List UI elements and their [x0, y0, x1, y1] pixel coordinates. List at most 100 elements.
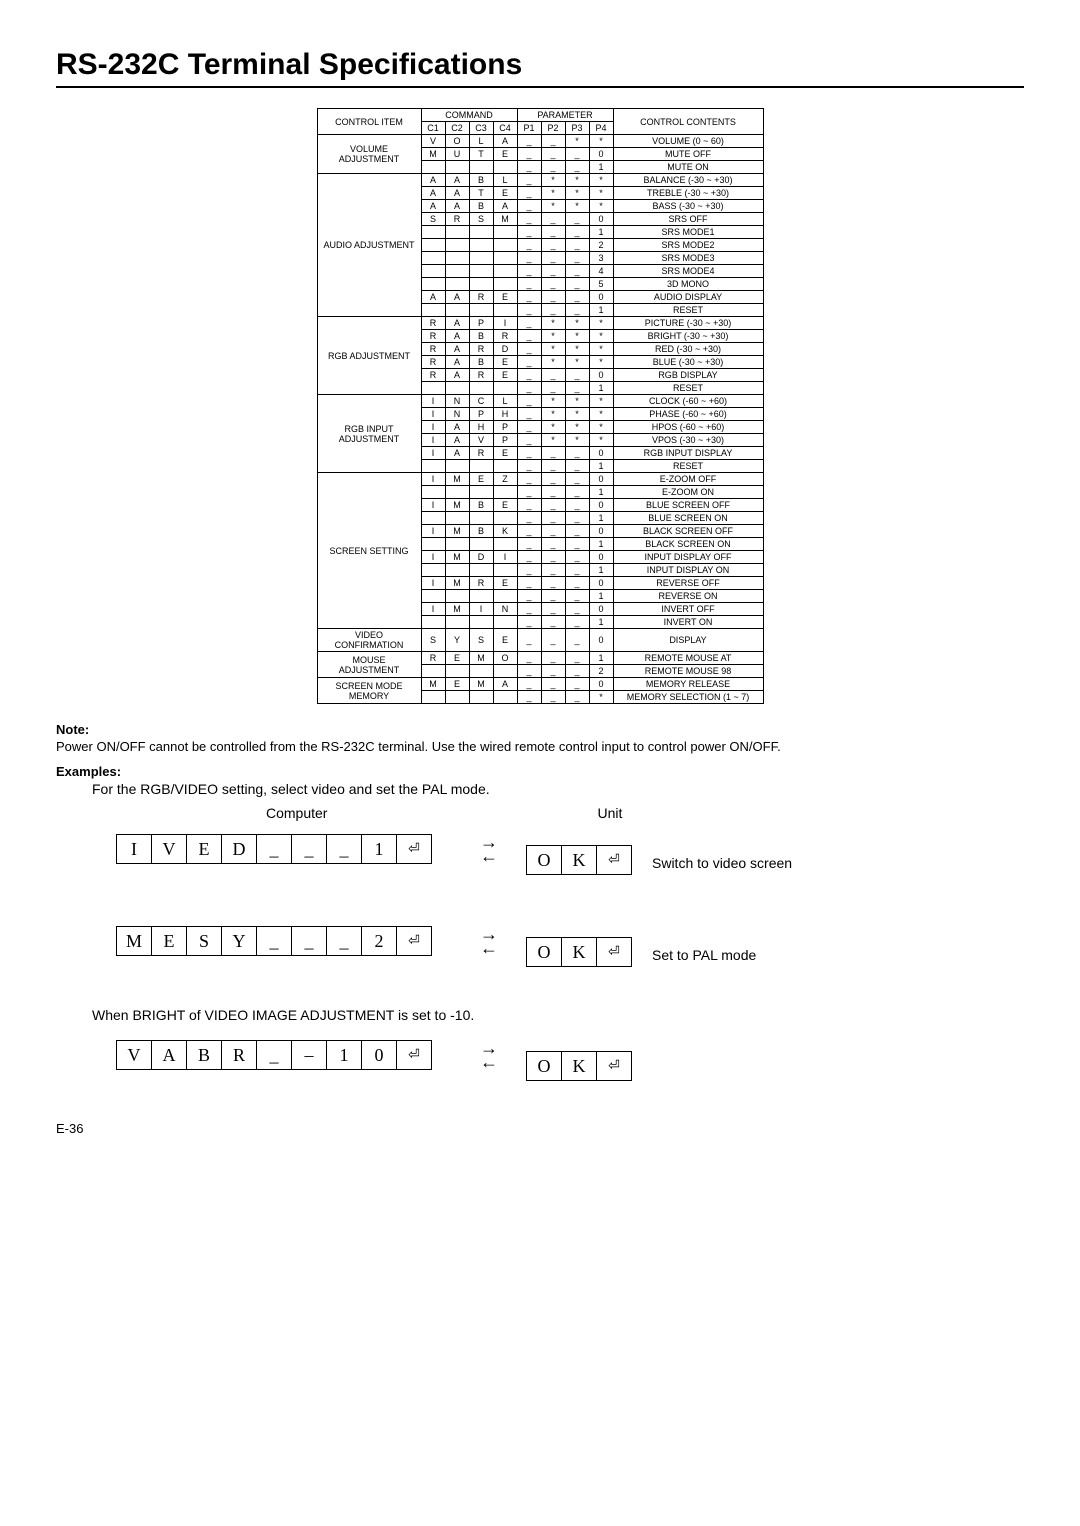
param-cell: * — [565, 174, 589, 187]
cmd-cell: Z — [493, 473, 517, 486]
cmd-cell — [469, 538, 493, 551]
param-cell: _ — [541, 538, 565, 551]
param-cell: _ — [541, 252, 565, 265]
content-cell: MUTE OFF — [613, 148, 763, 161]
param-cell: _ — [517, 678, 541, 691]
param-cell: _ — [517, 369, 541, 382]
param-cell: 0 — [589, 499, 613, 512]
param-cell: _ — [565, 148, 589, 161]
cmd-cell: A — [445, 317, 469, 330]
param-cell: _ — [565, 691, 589, 704]
param-cell: * — [589, 317, 613, 330]
param-cell: 0 — [589, 551, 613, 564]
content-cell: BLACK SCREEN OFF — [613, 525, 763, 538]
content-cell: RESET — [613, 304, 763, 317]
param-cell: _ — [541, 616, 565, 629]
cmd-cell: I — [469, 603, 493, 616]
cmd-char: 1 — [361, 834, 397, 864]
param-cell: _ — [517, 291, 541, 304]
param-cell: _ — [565, 473, 589, 486]
page-title: RS-232C Terminal Specifications — [56, 48, 1024, 82]
param-cell: _ — [541, 239, 565, 252]
cmd-cell — [493, 161, 517, 174]
param-cell: 0 — [589, 473, 613, 486]
cmd-cell: B — [469, 200, 493, 213]
param-cell: _ — [565, 226, 589, 239]
param-cell: * — [565, 317, 589, 330]
th-parameter: PARAMETER — [517, 109, 613, 122]
cmd-cell — [469, 161, 493, 174]
param-cell: _ — [541, 577, 565, 590]
cmd-cell — [469, 304, 493, 317]
param-cell: * — [589, 330, 613, 343]
param-cell: * — [565, 343, 589, 356]
th-c3: C3 — [469, 122, 493, 135]
content-cell: BLUE SCREEN ON — [613, 512, 763, 525]
cmd-cell: I — [421, 499, 445, 512]
param-cell: * — [589, 408, 613, 421]
cmd-cell: B — [469, 499, 493, 512]
cmd-char: Y — [221, 926, 257, 956]
content-cell: BLUE (-30 ~ +30) — [613, 356, 763, 369]
param-cell: _ — [517, 665, 541, 678]
cmd-char: I — [116, 834, 152, 864]
cmd-cell: I — [493, 551, 517, 564]
param-cell: _ — [565, 304, 589, 317]
cmd-cell — [469, 486, 493, 499]
cmd-cell: I — [421, 473, 445, 486]
cmd-cell: R — [445, 213, 469, 226]
content-cell: MEMORY SELECTION (1 ~ 7) — [613, 691, 763, 704]
param-cell: _ — [565, 239, 589, 252]
cmd-cell: I — [421, 395, 445, 408]
cmd-cell — [445, 460, 469, 473]
cmd-cell — [469, 239, 493, 252]
cmd-cell — [421, 239, 445, 252]
param-cell: 1 — [589, 538, 613, 551]
param-cell: * — [589, 395, 613, 408]
cmd-cell: L — [493, 174, 517, 187]
param-cell: _ — [541, 226, 565, 239]
cmd-cell: R — [421, 652, 445, 665]
param-cell: * — [565, 200, 589, 213]
cmd-cell: E — [493, 629, 517, 652]
enter-icon: ⏎ — [596, 1051, 632, 1081]
cmd-cell: L — [493, 395, 517, 408]
th-c1: C1 — [421, 122, 445, 135]
param-cell: 1 — [589, 304, 613, 317]
content-cell: REVERSE ON — [613, 590, 763, 603]
cmd-cell: T — [469, 148, 493, 161]
unit-label: Unit — [597, 805, 622, 821]
table-row: VIDEO CONFIRMATIONSYSE___0DISPLAY — [317, 629, 763, 652]
content-cell: TREBLE (-30 ~ +30) — [613, 187, 763, 200]
content-cell: RED (-30 ~ +30) — [613, 343, 763, 356]
cmd-cell — [493, 665, 517, 678]
ok-char: K — [561, 1051, 597, 1081]
th-control-item: CONTROL ITEM — [317, 109, 421, 135]
cmd-cell: V — [469, 434, 493, 447]
title-rule — [56, 86, 1024, 88]
param-cell: _ — [565, 652, 589, 665]
example-desc: Set to PAL mode — [652, 947, 756, 963]
param-cell: _ — [541, 278, 565, 291]
param-cell: _ — [565, 447, 589, 460]
cmd-cell: A — [445, 369, 469, 382]
cmd-cell: M — [469, 678, 493, 691]
cmd-cell: A — [493, 678, 517, 691]
cmd-cell — [493, 265, 517, 278]
param-cell: _ — [565, 161, 589, 174]
cmd-cell — [445, 538, 469, 551]
param-cell: _ — [565, 213, 589, 226]
param-cell: _ — [565, 512, 589, 525]
cmd-cell — [469, 616, 493, 629]
param-cell: _ — [565, 382, 589, 395]
param-cell: * — [565, 135, 589, 148]
examples-block: Computer Unit IVED___1⏎→←OK⏎Switch to vi… — [116, 805, 1024, 1081]
cmd-cell: B — [469, 356, 493, 369]
param-cell: _ — [565, 525, 589, 538]
cmd-cell — [469, 590, 493, 603]
param-cell: 1 — [589, 161, 613, 174]
cmd-char: E — [186, 834, 222, 864]
param-cell: * — [589, 421, 613, 434]
cmd-cell: A — [493, 200, 517, 213]
param-cell: _ — [565, 665, 589, 678]
